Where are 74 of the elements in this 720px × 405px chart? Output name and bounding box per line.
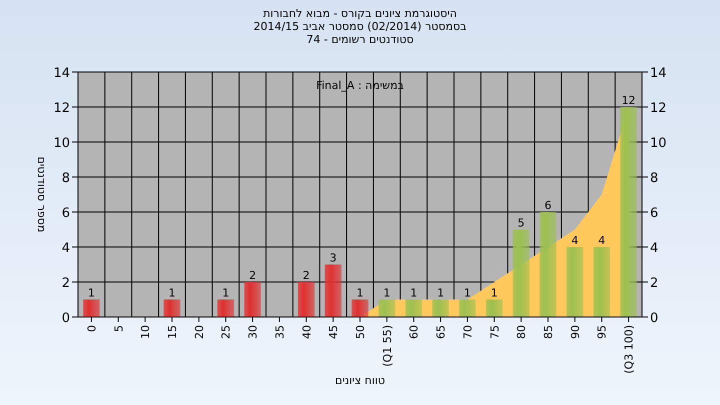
y-tick-label: 6 bbox=[62, 206, 70, 221]
bar bbox=[164, 300, 180, 317]
x-tick-label: 0 bbox=[85, 325, 98, 332]
data-label: 2 bbox=[302, 269, 310, 282]
bar bbox=[486, 300, 503, 317]
x-tick-label: 20 bbox=[192, 325, 206, 339]
y2-tick-label: 6 bbox=[650, 206, 658, 221]
x-tick-label: 85 bbox=[542, 325, 555, 339]
data-label: 12 bbox=[622, 94, 636, 107]
data-label: 5 bbox=[518, 216, 525, 230]
y2-tick-label: 8 bbox=[650, 171, 658, 186]
y-tick-label: 14 bbox=[53, 66, 70, 81]
x-tick-label: 50 bbox=[354, 325, 367, 339]
y-tick-label: 8 bbox=[62, 171, 70, 186]
y-tick-label: 2 bbox=[62, 276, 70, 291]
x-tick-label: 75 bbox=[488, 325, 502, 339]
x-tick-label: 30 bbox=[246, 325, 260, 339]
x-tick-label: 60 bbox=[408, 325, 421, 339]
text: סטודנטים רשומים - 74 bbox=[306, 33, 414, 46]
bar bbox=[540, 212, 556, 317]
bar bbox=[566, 247, 584, 317]
y2-tick-label: 14 bbox=[650, 66, 667, 81]
y-tick-label: 12 bbox=[53, 101, 70, 116]
y-tick-label: 10 bbox=[53, 136, 70, 151]
bar bbox=[593, 247, 610, 317]
y-tick-label: 4 bbox=[62, 241, 70, 256]
bar bbox=[352, 300, 368, 317]
x-tick-label: 65 bbox=[434, 325, 448, 339]
x-tick-label: 90 bbox=[568, 325, 582, 339]
bar bbox=[512, 230, 530, 317]
x-axis-title: טווח ציונים bbox=[335, 374, 385, 387]
x-tick-label: 15 bbox=[166, 325, 179, 339]
x-tick-label: (Q1 55) bbox=[380, 325, 394, 367]
data-label: 1 bbox=[437, 286, 444, 300]
data-label: 1 bbox=[168, 286, 176, 300]
text: בסמסטר (02/2014) סמסטר אביב 2014/15 bbox=[253, 20, 467, 33]
y-axis-title: מספר סטודנטים bbox=[35, 156, 48, 232]
y2-tick-label: 4 bbox=[650, 241, 658, 256]
data-label: 6 bbox=[544, 199, 552, 212]
data-label: 4 bbox=[571, 234, 578, 247]
x-tick-label: 10 bbox=[139, 325, 152, 339]
data-label: 1 bbox=[383, 286, 390, 300]
x-tick-label: 70 bbox=[461, 325, 474, 339]
data-label: 1 bbox=[88, 286, 95, 300]
data-label: 1 bbox=[490, 286, 498, 300]
bar bbox=[83, 300, 100, 317]
x-tick-label: 40 bbox=[300, 325, 314, 339]
data-label: 3 bbox=[330, 252, 337, 264]
y2-tick-label: 10 bbox=[650, 136, 667, 151]
bar bbox=[378, 300, 396, 317]
bar bbox=[405, 300, 422, 317]
chart-title: היסטוגרמת ציונים בקורס - מבוא לחבורות bbox=[263, 7, 457, 20]
data-label: 1 bbox=[356, 286, 364, 300]
y2-tick-label: 12 bbox=[650, 101, 667, 116]
x-tick-label: 45 bbox=[327, 325, 340, 339]
bar bbox=[432, 300, 449, 317]
x-tick-label: 5 bbox=[112, 325, 126, 332]
bar bbox=[459, 300, 476, 317]
bar bbox=[244, 282, 261, 317]
x-tick-label: 25 bbox=[220, 325, 233, 339]
x-tick-label: 95 bbox=[596, 325, 609, 339]
x-tick-label: 35 bbox=[273, 325, 286, 339]
data-label: 1 bbox=[222, 286, 230, 300]
x-tick-label: 80 bbox=[515, 325, 528, 339]
data-label: 4 bbox=[598, 234, 606, 247]
bar bbox=[298, 282, 315, 317]
bar bbox=[324, 264, 342, 317]
bar bbox=[217, 300, 234, 317]
data-label: 1 bbox=[410, 286, 418, 300]
x-tick-label: (Q3 100) bbox=[622, 325, 636, 374]
bar bbox=[620, 107, 637, 317]
data-label: 2 bbox=[249, 269, 256, 282]
data-label: 1 bbox=[464, 286, 471, 300]
y2-tick-label: 2 bbox=[650, 276, 658, 291]
